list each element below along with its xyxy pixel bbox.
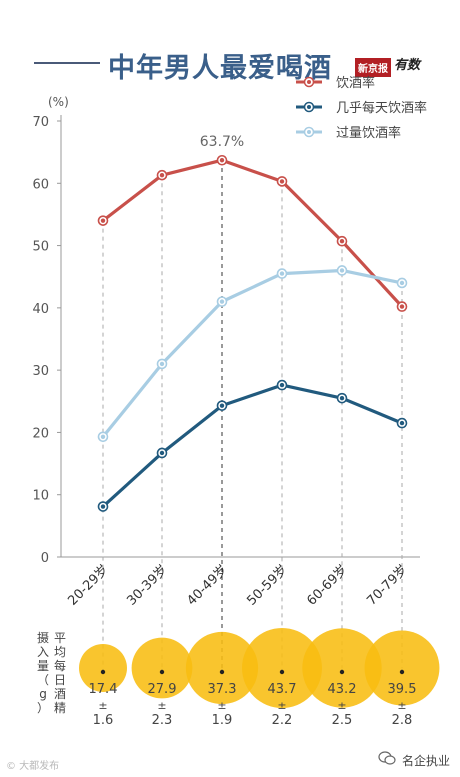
data-point-core: [399, 304, 405, 309]
data-point-core: [279, 382, 285, 388]
intake-dot: [100, 669, 106, 675]
intake-label-char: 平: [54, 631, 66, 645]
intake-value: 27.9: [148, 682, 177, 697]
intake-value: 43.2: [328, 682, 357, 697]
legend-swatch-core: [307, 105, 311, 109]
intake-sd: 1.6: [93, 713, 114, 728]
intake-value: 39.5: [388, 682, 417, 697]
intake-pm: ±: [337, 699, 346, 712]
intake-sd: 2.2: [272, 713, 293, 728]
intake-pm: ±: [157, 699, 166, 712]
data-point-core: [100, 218, 106, 223]
data-point-core: [339, 268, 345, 273]
data-point-core: [279, 179, 285, 184]
legend-swatch-core: [307, 130, 311, 134]
x-tick-label: 60-69岁: [304, 562, 351, 609]
x-tick-label: 30-39岁: [124, 562, 171, 609]
intake-label-char: 摄: [37, 630, 49, 645]
intake-pm: ±: [397, 699, 406, 712]
intake-label-char: ）: [37, 701, 49, 715]
watermark-right: 名企执业: [402, 754, 451, 768]
intake-label-char: 日: [54, 673, 66, 687]
legend-swatch-core: [307, 80, 311, 84]
intake-value: 43.7: [268, 682, 297, 697]
intake-dot: [219, 669, 225, 675]
data-point-core: [339, 239, 345, 244]
intake-sd: 1.9: [212, 713, 233, 728]
intake-dot: [339, 669, 345, 675]
intake-bubble: [242, 628, 322, 708]
y-tick-label: 40: [32, 302, 49, 317]
brand-logo: 新京报: [355, 58, 391, 77]
data-point-core: [100, 504, 106, 509]
intake-bubble: [185, 631, 259, 705]
y-tick-label: 0: [41, 551, 49, 566]
intake-bubble: [302, 628, 382, 708]
data-point-core: [219, 158, 225, 163]
data-point-core: [159, 361, 165, 367]
data-point-core: [159, 450, 165, 456]
x-tick-label: 70-79岁: [364, 562, 411, 609]
intake-bubble: [131, 637, 193, 699]
intake-bubble: [364, 630, 440, 706]
y-tick-label: 10: [32, 489, 49, 504]
intake-sd: 2.5: [332, 713, 353, 728]
wechat-icon: [378, 751, 396, 765]
y-tick-label: 20: [32, 426, 49, 441]
intake-label-char: （: [37, 673, 49, 687]
intake-dot: [399, 669, 405, 675]
intake-label-char: 每: [54, 658, 66, 673]
series-line: [101, 383, 403, 508]
data-point-core: [399, 280, 405, 286]
data-point-core: [219, 299, 225, 304]
intake-value: 17.4: [89, 682, 118, 697]
page-title: 中年男人最爱喝酒: [108, 53, 332, 84]
intake-pm: ±: [277, 699, 286, 712]
data-point-core: [399, 420, 405, 426]
intake-pm: ±: [98, 699, 107, 712]
data-point-core: [159, 172, 165, 178]
watermark-left: © 大都发布: [6, 761, 60, 772]
intake-label-char: g: [39, 687, 47, 701]
intake-sd: 2.3: [152, 713, 173, 728]
intake-sd: 2.8: [392, 713, 413, 728]
data-point-core: [100, 434, 106, 439]
x-tick-label: 20-29岁: [65, 562, 112, 609]
legend-label: 几乎每天饮酒率: [336, 100, 427, 116]
legend-label: 饮酒率: [336, 75, 375, 91]
y-tick-label: 50: [32, 240, 49, 255]
intake-label-char: 酒: [54, 687, 66, 701]
legend-label: 过量饮酒率: [336, 125, 401, 141]
data-point-core: [279, 271, 285, 276]
title-rule: [34, 62, 100, 64]
intake-label-char: 入: [37, 645, 49, 659]
data-point-core: [219, 403, 225, 408]
intake-dot: [159, 669, 165, 675]
y-axis-unit: (%): [48, 95, 69, 109]
series-line: [101, 268, 403, 438]
x-tick-label: 50-59岁: [244, 562, 291, 609]
intake-label-char: 精: [54, 701, 66, 715]
x-tick-label: 40-49岁: [184, 562, 231, 609]
brand-logo-tail: 有数: [394, 58, 421, 73]
y-tick-label: 70: [32, 115, 49, 130]
series-line: [102, 158, 404, 308]
intake-value: 37.3: [208, 682, 237, 697]
peak-annotation: 63.7%: [200, 134, 244, 150]
intake-dot: [279, 669, 285, 675]
intake-pm: ±: [217, 699, 226, 712]
intake-label-char: 均: [54, 645, 66, 659]
data-point-core: [339, 395, 345, 401]
header: 中年男人最爱喝酒 新京报 有数: [0, 22, 460, 84]
intake-bubble: [79, 644, 127, 692]
y-tick-label: 30: [32, 364, 49, 379]
intake-label-char: 量: [37, 659, 49, 673]
y-tick-label: 60: [32, 177, 49, 192]
